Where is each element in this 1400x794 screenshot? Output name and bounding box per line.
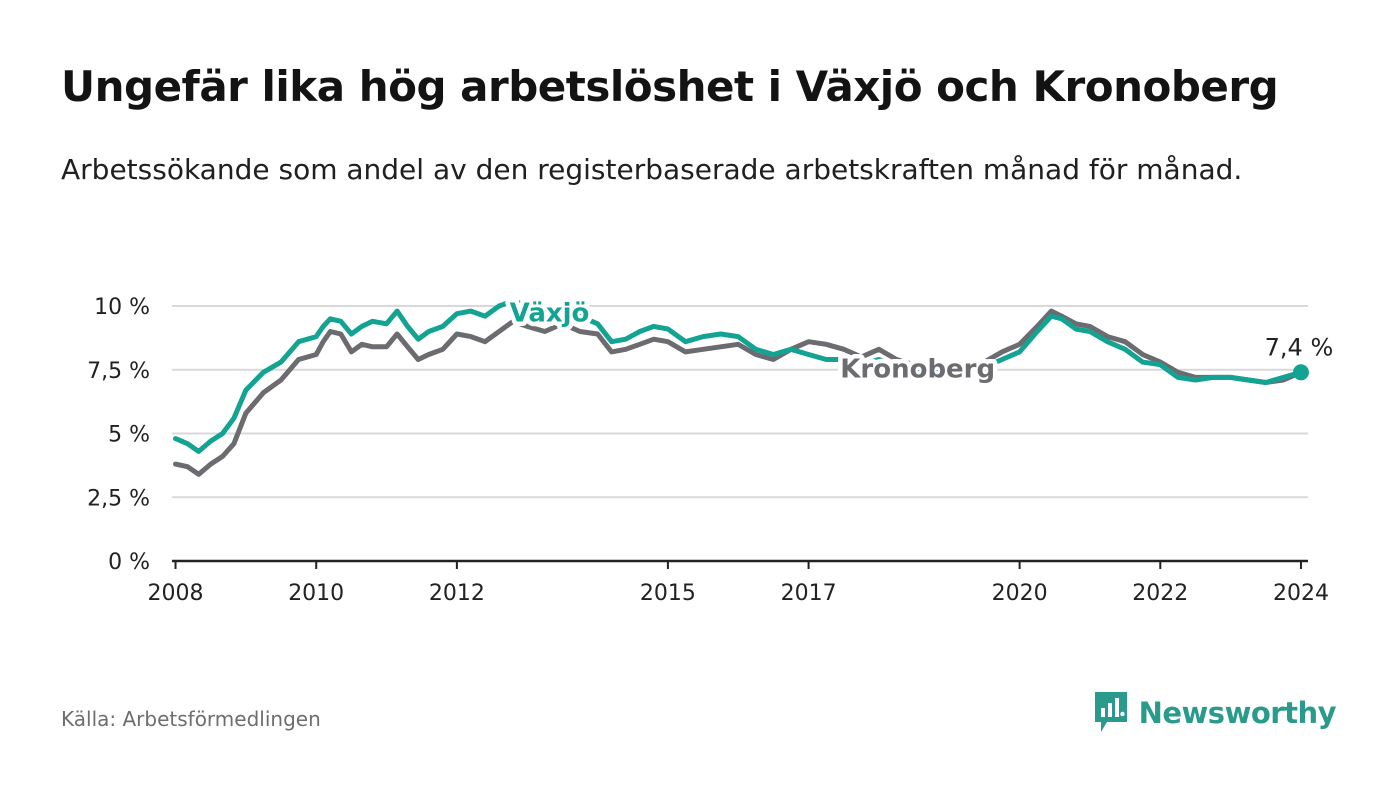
brand-logo: Newsworthy bbox=[1093, 690, 1337, 736]
newsworthy-logo-icon bbox=[1094, 692, 1127, 732]
y-tick-label: 2,5 % bbox=[87, 486, 150, 511]
y-tick-label: 10 % bbox=[94, 295, 150, 320]
x-tick-label: 2008 bbox=[148, 581, 204, 606]
series-label-kronoberg: Kronoberg bbox=[840, 354, 995, 384]
x-tick-label: 2022 bbox=[1132, 581, 1188, 606]
x-tick-label: 2017 bbox=[781, 581, 837, 606]
x-tick-label: 2024 bbox=[1273, 581, 1329, 606]
x-tick-label: 2010 bbox=[288, 581, 344, 606]
end-point-marker bbox=[1292, 364, 1309, 381]
chart-subtitle: Arbetssökande som andel av den registerb… bbox=[61, 153, 1243, 186]
chart-axes: 0 % 2,5 % 5 % 7,5 % 10 % 2008 2010 2012 2015 2017… bbox=[87, 295, 1329, 606]
series-line-vxj bbox=[173, 298, 1304, 454]
end-value-label: 7,4 % bbox=[1265, 333, 1334, 361]
series-line-kronoberg bbox=[173, 308, 1304, 477]
series-label-vxj: Växjö bbox=[510, 298, 590, 328]
source-note: Källa: Arbetsförmedlingen bbox=[61, 707, 321, 731]
y-tick-label: 0 % bbox=[108, 550, 150, 575]
brand-name: Newsworthy bbox=[1138, 696, 1337, 730]
x-tick-label: 2020 bbox=[992, 581, 1048, 606]
series-label-halo: Kronoberg bbox=[840, 354, 995, 384]
y-tick-label: 5 % bbox=[108, 423, 150, 448]
grid-lines bbox=[172, 305, 1308, 499]
chart-series bbox=[173, 298, 1304, 477]
x-tick-label: 2012 bbox=[429, 581, 485, 606]
series-label-halo: Växjö bbox=[510, 298, 590, 328]
chart-title: Ungefär lika hög arbetslöshet i Växjö oc… bbox=[61, 62, 1279, 111]
x-tick-label: 2015 bbox=[640, 581, 696, 606]
y-tick-label: 7,5 % bbox=[87, 359, 150, 384]
